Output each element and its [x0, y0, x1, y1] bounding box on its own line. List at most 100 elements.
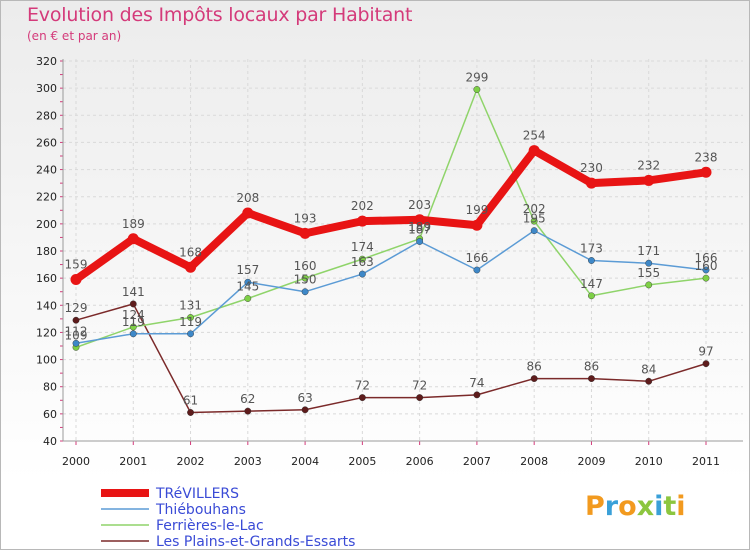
- data-point: [530, 375, 538, 382]
- y-tick-label: 300: [36, 82, 57, 95]
- data-point: [72, 316, 80, 324]
- data-label: 187: [408, 223, 431, 237]
- data-label: 195: [523, 212, 546, 226]
- logo-letter: i: [676, 491, 686, 522]
- data-label: 232: [637, 158, 660, 172]
- y-tick-label: 180: [36, 245, 57, 258]
- data-label: 72: [412, 379, 427, 393]
- data-point: [473, 391, 481, 399]
- data-label: 174: [351, 240, 374, 254]
- data-label: 150: [294, 273, 317, 287]
- logo-letter: t: [663, 491, 677, 522]
- series-line-2: [75, 88, 707, 349]
- data-label: 145: [236, 280, 259, 294]
- data-label: 84: [641, 362, 656, 376]
- data-point: [530, 227, 538, 235]
- x-tick-label: 2010: [635, 455, 663, 468]
- data-point: [358, 394, 366, 401]
- data-point: [416, 238, 424, 245]
- data-label: 202: [351, 199, 374, 213]
- data-label: 193: [294, 211, 317, 225]
- data-label: 173: [580, 242, 603, 256]
- data-point: [70, 274, 82, 285]
- data-label: 254: [523, 129, 546, 143]
- data-label: 189: [408, 220, 431, 234]
- data-point: [187, 409, 194, 416]
- logo-letter: x: [636, 491, 655, 522]
- logo-letter: r: [604, 491, 619, 522]
- data-point: [700, 166, 712, 178]
- x-tick-label: 2000: [62, 455, 90, 468]
- legend: TRéVILLERSThiébouhansFerrières-le-LacLes…: [101, 486, 355, 549]
- y-tick-label: 80: [43, 381, 57, 394]
- series-line-1: [75, 229, 707, 345]
- data-point: [129, 323, 137, 331]
- y-tick-labels: 40 60 80 100 120 140 160 180 200 220 240 260 280 300 3…: [36, 55, 57, 448]
- data-label: 168: [179, 245, 202, 259]
- data-point: [530, 217, 538, 225]
- data-label: 72: [355, 379, 370, 393]
- axes: [60, 59, 743, 445]
- y-tick-label: 240: [36, 164, 57, 177]
- data-label: 159: [65, 258, 88, 272]
- data-label: 131: [179, 299, 202, 313]
- series-line-3: [75, 303, 707, 414]
- data-point: [358, 255, 366, 263]
- data-point: [185, 261, 197, 273]
- data-label: 141: [122, 285, 145, 299]
- data-point: [645, 281, 653, 289]
- data-point: [244, 407, 252, 415]
- proxiti-logo: Proxiti: [585, 491, 686, 522]
- data-label: 202: [523, 202, 546, 216]
- data-point: [299, 227, 311, 239]
- data-label: 230: [580, 161, 603, 175]
- x-tick-labels: 2000 2001 2002 2003 2004 2005 2006 2007 2008 2009…: [62, 455, 720, 468]
- x-tick-label: 2008: [520, 455, 548, 468]
- data-label: 166: [465, 251, 488, 265]
- data-point: [244, 295, 252, 302]
- data-point: [242, 207, 254, 219]
- data-point: [585, 177, 597, 189]
- data-point: [473, 266, 481, 274]
- data-point: [645, 377, 653, 385]
- data-label: 62: [240, 392, 255, 406]
- data-point: [416, 394, 424, 401]
- data-point: [702, 360, 710, 368]
- y-tick-label: 60: [43, 408, 57, 421]
- data-point: [244, 278, 252, 286]
- y-tick-label: 260: [36, 136, 57, 149]
- data-label: 208: [236, 191, 259, 205]
- y-tick-label: 200: [36, 218, 57, 231]
- data-label: 147: [580, 277, 603, 291]
- logo-letter: i: [654, 491, 664, 522]
- y-tick-label: 220: [36, 191, 57, 204]
- legend-label: Thiébouhans: [155, 502, 246, 518]
- logo-letter: P: [585, 491, 605, 522]
- x-tick-label: 2001: [119, 455, 147, 468]
- legend-label: Les Plains-et-Grands-Essarts: [156, 534, 355, 549]
- data-point: [588, 292, 595, 300]
- chart-title: Evolution des Impôts locaux par Habitant: [27, 4, 413, 26]
- data-point: [187, 314, 194, 321]
- data-label: 63: [297, 391, 312, 405]
- x-tick-label: 2006: [406, 455, 434, 468]
- data-point: [588, 375, 595, 382]
- data-point: [645, 259, 653, 267]
- data-point: [702, 266, 710, 274]
- legend-label: TRéVILLERS: [155, 486, 239, 502]
- series-lines: [72, 88, 710, 414]
- data-label: 119: [122, 315, 145, 329]
- data-point: [129, 300, 137, 308]
- y-tick-label: 140: [36, 299, 57, 312]
- data-label: 124: [122, 308, 145, 322]
- data-point: [643, 174, 655, 186]
- y-tick-label: 120: [36, 326, 57, 339]
- data-label: 119: [179, 315, 202, 329]
- x-tick-label: 2009: [577, 455, 605, 468]
- logo-letter: o: [618, 491, 637, 522]
- data-label: 97: [698, 345, 713, 359]
- data-point: [358, 270, 366, 278]
- data-label: 86: [527, 360, 542, 374]
- data-label: 160: [294, 259, 317, 273]
